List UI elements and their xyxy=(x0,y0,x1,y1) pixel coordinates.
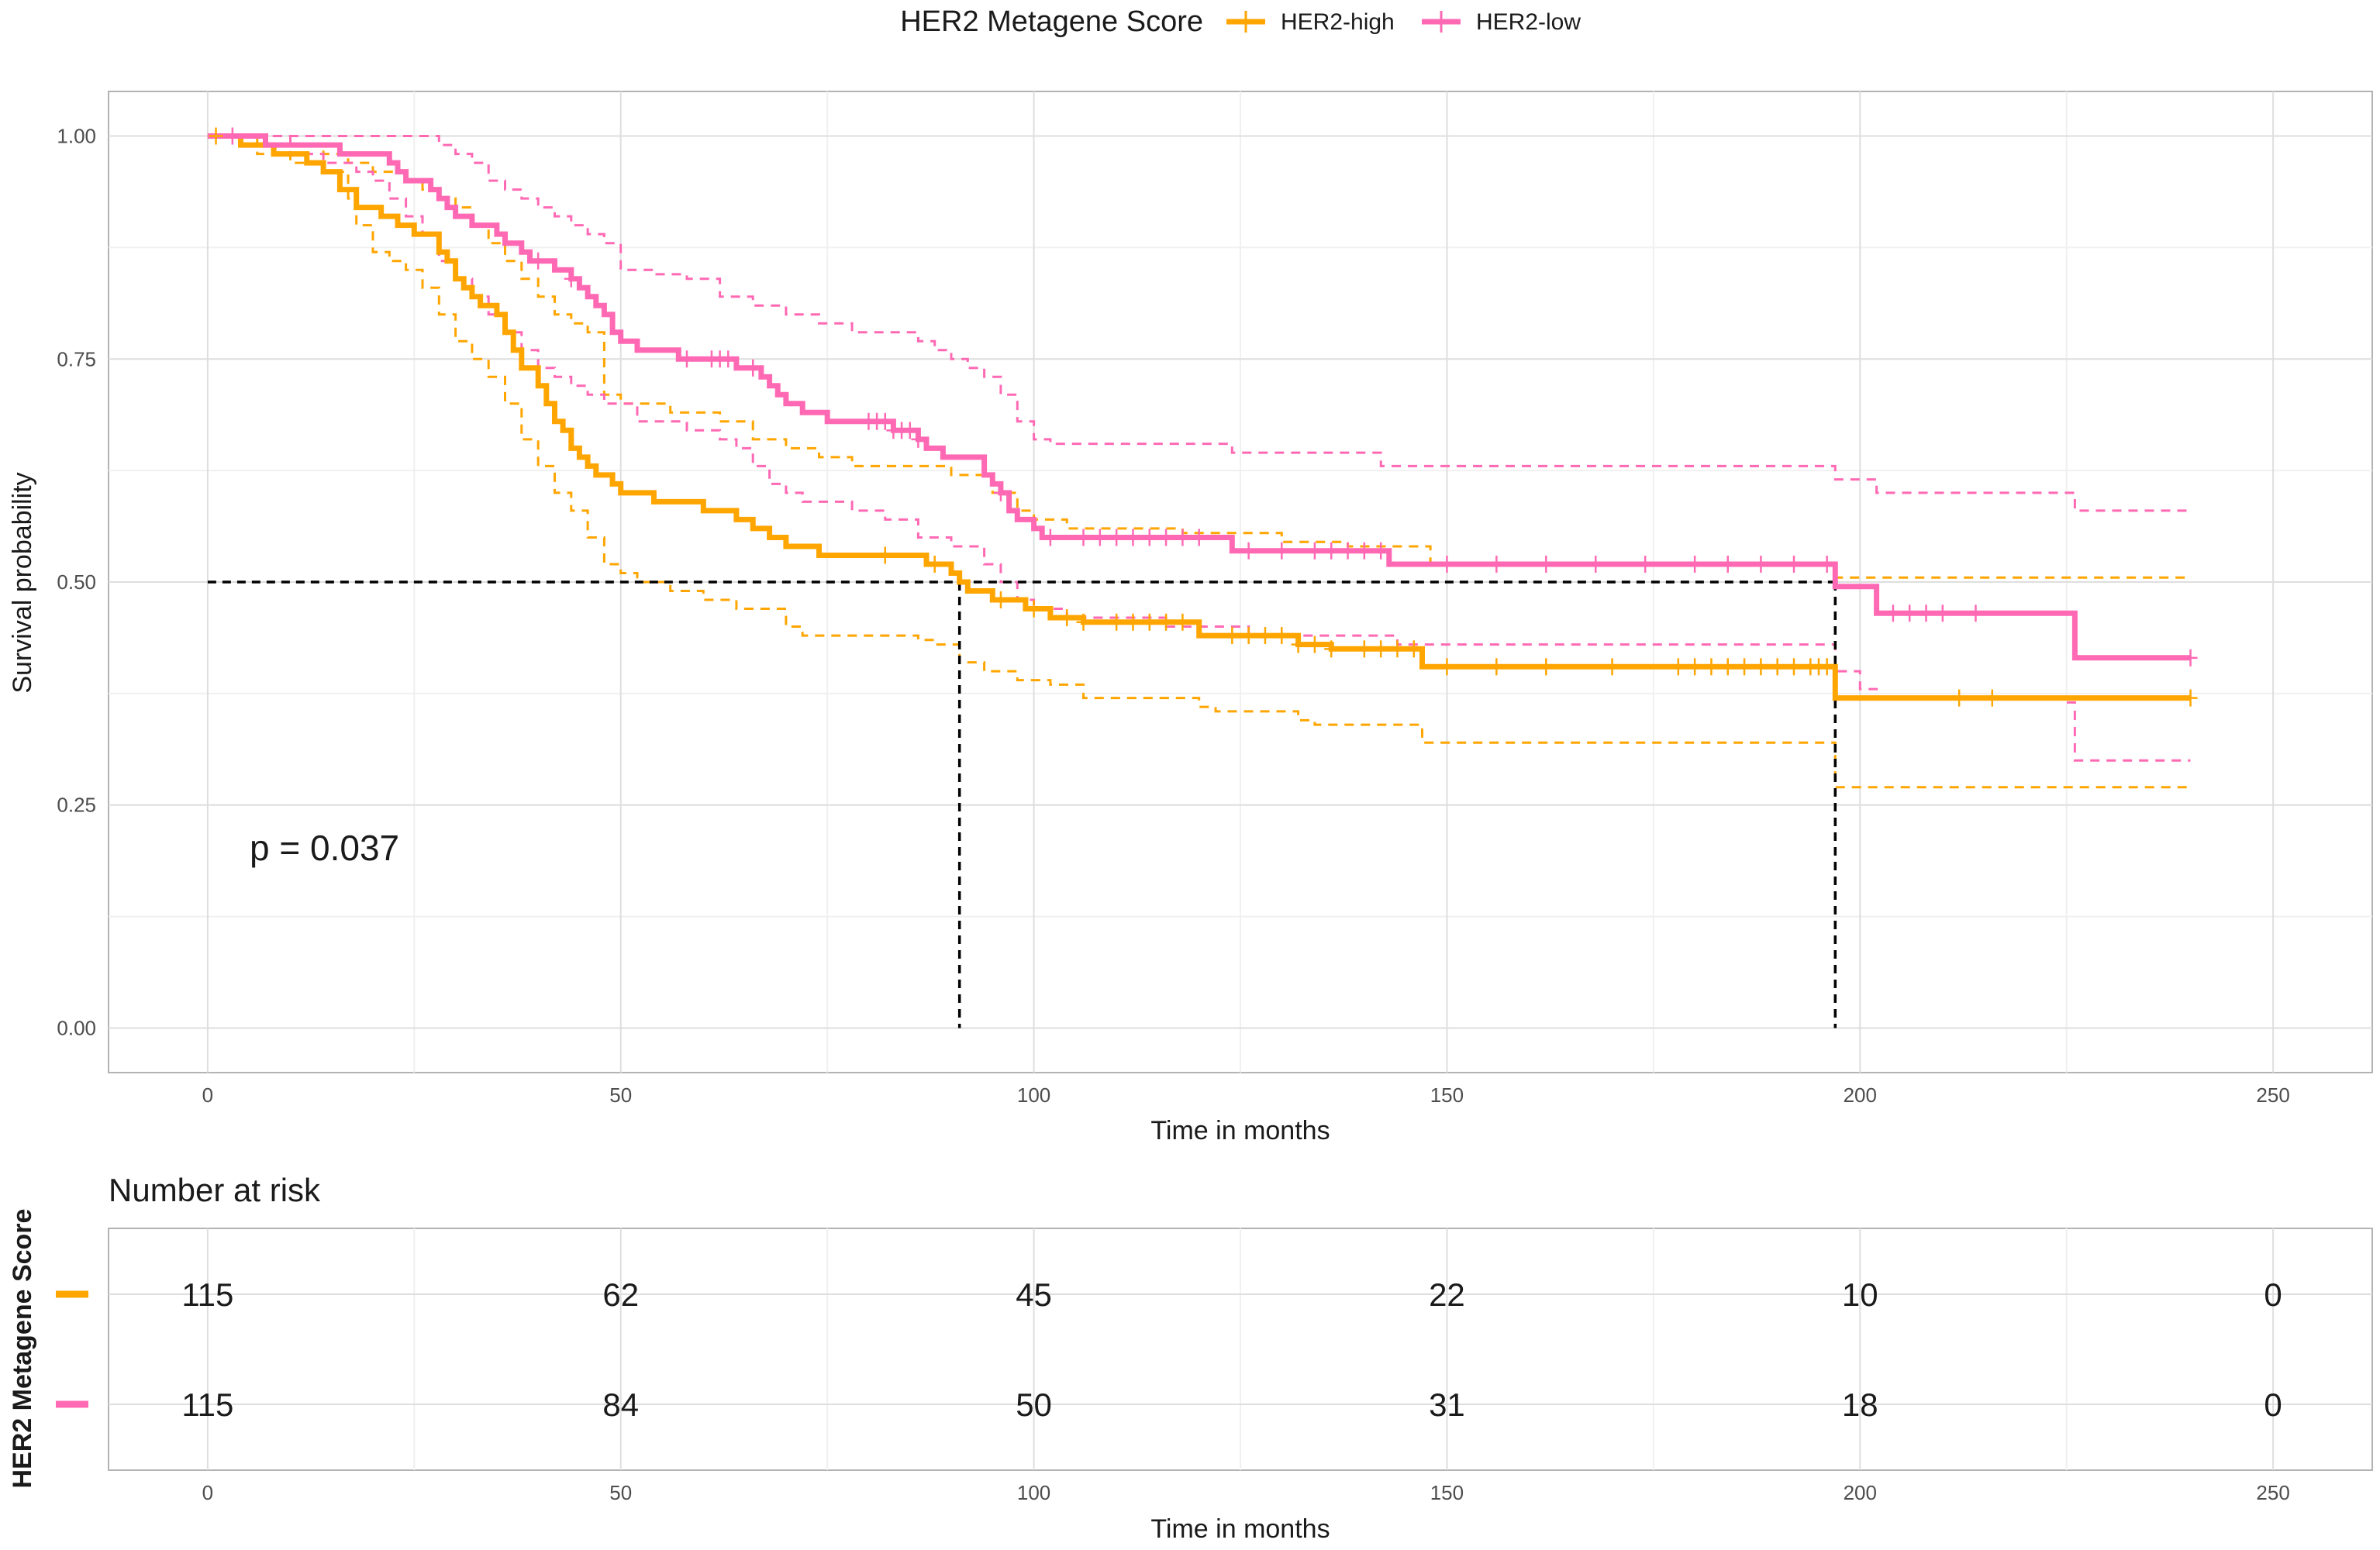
risk-value: 0 xyxy=(2264,1276,2282,1313)
risk-value: 115 xyxy=(181,1386,233,1423)
risk-value: 45 xyxy=(1016,1276,1052,1313)
risk-x-tick-label: 100 xyxy=(1017,1481,1050,1504)
legend: HER2 Metagene Score HER2-high HER2-low xyxy=(900,5,1581,38)
legend-label-her2-low: HER2-low xyxy=(1476,9,1581,35)
risk-x-tick-label: 250 xyxy=(2256,1481,2289,1504)
y-tick-label: 0.75 xyxy=(57,347,96,370)
risk-value: 10 xyxy=(1842,1276,1878,1313)
risk-value: 84 xyxy=(602,1386,639,1423)
y-tick-labels: 0.00 0.25 0.50 0.75 1.00 xyxy=(57,125,96,1040)
legend-label-her2-high: HER2-high xyxy=(1281,9,1395,35)
survival-plot: 0 50 100 150 200 250 0.00 0.25 0.50 0.75 1.00 p =… xyxy=(8,91,2373,1145)
risk-x-tick-label: 50 xyxy=(609,1481,632,1504)
x-tick-label: 200 xyxy=(1844,1083,1877,1107)
risk-x-tick-labels: 0 50 100 150 200 250 xyxy=(202,1481,2290,1504)
grid-lines xyxy=(109,91,2372,1073)
x-axis-title: Time in months xyxy=(1150,1116,1330,1145)
y-tick-label: 0.00 xyxy=(57,1016,96,1039)
median-lines xyxy=(207,580,1837,1028)
risk-table-title: Number at risk xyxy=(109,1172,321,1208)
x-tick-labels: 0 50 100 150 200 250 xyxy=(202,1083,2290,1107)
x-tick-label: 250 xyxy=(2256,1083,2289,1107)
x-tick-label: 50 xyxy=(609,1083,632,1107)
x-tick-label: 0 xyxy=(202,1083,213,1107)
x-tick-label: 150 xyxy=(1430,1083,1464,1107)
risk-value: 0 xyxy=(2264,1386,2282,1423)
risk-values: 115 62 45 22 10 0 115 84 50 31 18 0 xyxy=(181,1276,2282,1423)
y-tick-label: 1.00 xyxy=(57,125,96,148)
censor-marks xyxy=(209,127,2198,707)
risk-x-tick-label: 200 xyxy=(1844,1481,1877,1504)
risk-value: 31 xyxy=(1429,1386,1465,1423)
p-value-annotation: p = 0.037 xyxy=(250,828,399,868)
risk-value: 22 xyxy=(1429,1276,1465,1313)
risk-y-axis-title: HER2 Metagene Score xyxy=(8,1209,37,1489)
y-tick-label: 0.50 xyxy=(57,570,96,594)
risk-row-keys xyxy=(56,1290,88,1408)
risk-value: 62 xyxy=(602,1276,639,1313)
x-tick-label: 100 xyxy=(1017,1083,1050,1107)
risk-value: 18 xyxy=(1842,1386,1878,1423)
ci-upper-her2-high xyxy=(207,135,2191,579)
ci-upper-her2-low xyxy=(207,135,2191,512)
risk-grid-lines xyxy=(109,1228,2372,1470)
y-axis-title: Survival probability xyxy=(8,472,37,693)
y-tick-label: 0.25 xyxy=(57,794,96,817)
risk-x-axis-title: Time in months xyxy=(1150,1514,1330,1544)
risk-x-tick-label: 0 xyxy=(202,1481,213,1504)
risk-value: 50 xyxy=(1016,1386,1052,1423)
legend-title: HER2 Metagene Score xyxy=(900,5,1203,38)
risk-x-tick-label: 150 xyxy=(1430,1481,1464,1504)
risk-value: 115 xyxy=(181,1276,233,1313)
